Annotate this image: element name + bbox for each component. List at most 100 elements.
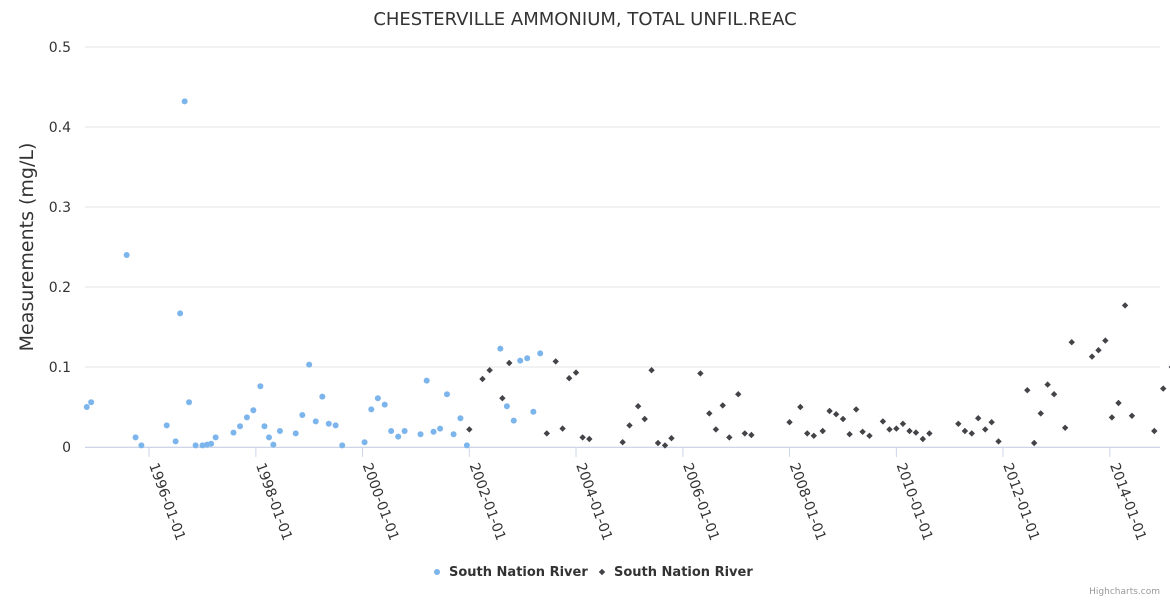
data-point[interactable]	[572, 369, 580, 376]
data-point[interactable]	[537, 350, 544, 357]
data-point[interactable]	[819, 427, 826, 435]
data-point[interactable]	[668, 435, 675, 442]
data-point[interactable]	[88, 399, 95, 406]
data-point[interactable]	[826, 407, 833, 415]
data-point[interactable]	[250, 407, 257, 414]
data-point[interactable]	[479, 375, 486, 383]
data-point[interactable]	[395, 433, 402, 440]
data-point[interactable]	[648, 367, 655, 374]
data-point[interactable]	[1102, 337, 1109, 344]
data-point[interactable]	[265, 434, 272, 441]
data-point[interactable]	[968, 430, 975, 437]
data-point[interactable]	[261, 423, 268, 430]
data-point[interactable]	[839, 415, 847, 423]
data-point[interactable]	[417, 431, 424, 438]
data-point[interactable]	[381, 401, 388, 408]
data-point[interactable]	[374, 395, 381, 402]
data-point[interactable]	[1044, 381, 1051, 388]
data-point[interactable]	[208, 440, 215, 447]
data-point[interactable]	[912, 429, 920, 436]
data-point[interactable]	[697, 370, 704, 377]
data-point[interactable]	[530, 408, 537, 415]
data-point[interactable]	[312, 418, 319, 425]
data-point[interactable]	[1024, 387, 1031, 394]
data-point[interactable]	[463, 442, 470, 449]
data-point[interactable]	[443, 391, 450, 398]
data-point[interactable]	[586, 435, 593, 443]
data-point[interactable]	[1037, 410, 1044, 417]
data-point[interactable]	[926, 430, 933, 437]
data-point[interactable]	[430, 428, 437, 435]
data-point[interactable]	[1108, 414, 1116, 421]
data-point[interactable]	[559, 425, 566, 432]
data-point[interactable]	[846, 431, 853, 438]
data-point[interactable]	[172, 438, 179, 445]
data-point[interactable]	[797, 403, 804, 411]
data-point[interactable]	[123, 252, 130, 258]
data-point[interactable]	[83, 404, 90, 410]
data-point[interactable]	[510, 417, 517, 424]
data-point[interactable]	[270, 441, 277, 448]
data-point[interactable]	[1128, 412, 1136, 419]
data-point[interactable]	[450, 431, 457, 438]
data-point[interactable]	[1068, 339, 1075, 346]
legend-item-2[interactable]: South Nation River	[598, 565, 754, 580]
data-point[interactable]	[401, 428, 408, 434]
data-point[interactable]	[975, 415, 982, 422]
data-point[interactable]	[735, 391, 742, 398]
data-point[interactable]	[423, 377, 430, 384]
data-point[interactable]	[332, 422, 339, 429]
data-point[interactable]	[1061, 424, 1069, 431]
data-point[interactable]	[893, 425, 900, 432]
data-point[interactable]	[995, 438, 1002, 445]
data-point[interactable]	[230, 429, 237, 436]
data-point[interactable]	[138, 442, 145, 449]
data-point[interactable]	[524, 355, 531, 362]
data-point[interactable]	[1050, 391, 1058, 398]
data-point[interactable]	[748, 431, 755, 439]
data-point[interactable]	[719, 402, 726, 409]
data-point[interactable]	[641, 415, 648, 423]
data-point[interactable]	[368, 406, 375, 413]
data-point[interactable]	[859, 428, 866, 435]
data-point[interactable]	[319, 393, 326, 400]
data-point[interactable]	[1030, 439, 1038, 447]
data-point[interactable]	[619, 439, 626, 446]
data-point[interactable]	[503, 403, 510, 410]
data-point[interactable]	[832, 411, 840, 418]
data-point[interactable]	[982, 426, 989, 433]
data-point[interactable]	[955, 420, 962, 427]
data-point[interactable]	[177, 310, 184, 317]
data-point[interactable]	[506, 359, 513, 367]
legend-item-1[interactable]: South Nation River	[434, 565, 588, 580]
data-point[interactable]	[1095, 347, 1102, 354]
data-point[interactable]	[919, 435, 927, 443]
data-point[interactable]	[325, 420, 332, 427]
data-point[interactable]	[1160, 385, 1167, 392]
data-point[interactable]	[132, 434, 139, 441]
data-point[interactable]	[243, 414, 250, 421]
data-point[interactable]	[906, 427, 913, 435]
data-point[interactable]	[199, 442, 206, 449]
data-point[interactable]	[726, 434, 733, 441]
data-point[interactable]	[437, 425, 444, 432]
data-point[interactable]	[741, 430, 749, 437]
credits-link[interactable]: Highcharts.com	[1089, 587, 1160, 597]
data-point[interactable]	[163, 422, 170, 429]
data-point[interactable]	[292, 430, 299, 437]
data-point[interactable]	[361, 439, 368, 446]
data-point[interactable]	[626, 422, 633, 429]
data-point[interactable]	[988, 419, 995, 426]
data-point[interactable]	[1115, 399, 1122, 407]
data-point[interactable]	[886, 426, 893, 433]
data-point[interactable]	[257, 383, 264, 390]
data-point[interactable]	[661, 442, 669, 449]
data-point[interactable]	[466, 426, 473, 433]
data-point[interactable]	[1151, 427, 1158, 435]
data-point[interactable]	[786, 419, 793, 426]
data-point[interactable]	[181, 98, 188, 105]
data-point[interactable]	[339, 442, 346, 449]
data-point[interactable]	[879, 418, 887, 425]
data-point[interactable]	[899, 420, 907, 427]
data-point[interactable]	[306, 361, 313, 368]
